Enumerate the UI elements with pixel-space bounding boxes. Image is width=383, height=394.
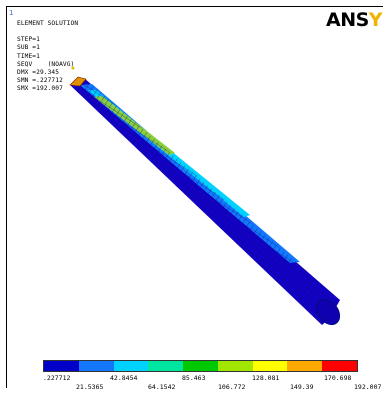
legend-label-bottom-4: 192.007 xyxy=(354,383,382,391)
legend-color-segment-2 xyxy=(113,361,149,371)
legend-label-bottom-1: 64.1542 xyxy=(148,383,176,391)
legend-color-segment-8 xyxy=(322,361,358,371)
info-time: TIME=1 xyxy=(17,52,40,60)
element-mesh xyxy=(70,78,340,325)
legend-label-top-1: 42.8454 xyxy=(110,374,138,382)
contour-legend-bar xyxy=(43,360,358,372)
logo-text-accent: Y xyxy=(368,9,383,31)
legend-color-segment-4 xyxy=(183,361,218,371)
info-smn: SMN =.227712 xyxy=(17,77,63,85)
info-smx: SMX =192.007 xyxy=(17,85,63,93)
info-dmx: DMX =29.345 xyxy=(17,69,60,77)
info-seqv: SEQV (NOAVG) xyxy=(17,60,75,68)
beam-end-cap xyxy=(315,298,341,326)
info-step: STEP=1 xyxy=(17,36,40,44)
legend-label-bottom-0: 21.5365 xyxy=(76,383,104,391)
legend-label-bottom-2: 106.772 xyxy=(218,383,246,391)
window-number: 1 xyxy=(9,9,14,17)
legend-color-segment-1 xyxy=(78,361,114,371)
legend-label-top-4: 170.698 xyxy=(324,374,352,382)
viewport-frame-left xyxy=(6,6,7,388)
legend-color-segment-3 xyxy=(148,361,184,371)
legend-color-segment-6 xyxy=(252,361,288,371)
solution-title: ELEMENT SOLUTION xyxy=(17,20,79,27)
legend-label-top-0: .227712 xyxy=(43,374,71,382)
legend-label-top-3: 128.081 xyxy=(252,374,280,382)
logo-text-main: ANS xyxy=(326,9,369,31)
solution-info: ELEMENT SOLUTION STEP=1 SUB =1 TIME=1 SE… xyxy=(17,20,78,94)
ansys-logo: ANSY xyxy=(326,9,383,31)
viewport-frame-top xyxy=(6,6,383,7)
legend-color-segment-0 xyxy=(44,361,79,371)
legend-label-bottom-3: 149.39 xyxy=(290,383,314,391)
legend-color-segment-5 xyxy=(217,361,253,371)
legend-label-top-2: 85.463 xyxy=(182,374,206,382)
fixed-end-hotspot xyxy=(69,76,87,87)
info-sub: SUB =1 xyxy=(17,44,40,52)
node-marker xyxy=(71,66,75,70)
legend-color-segment-7 xyxy=(287,361,323,371)
